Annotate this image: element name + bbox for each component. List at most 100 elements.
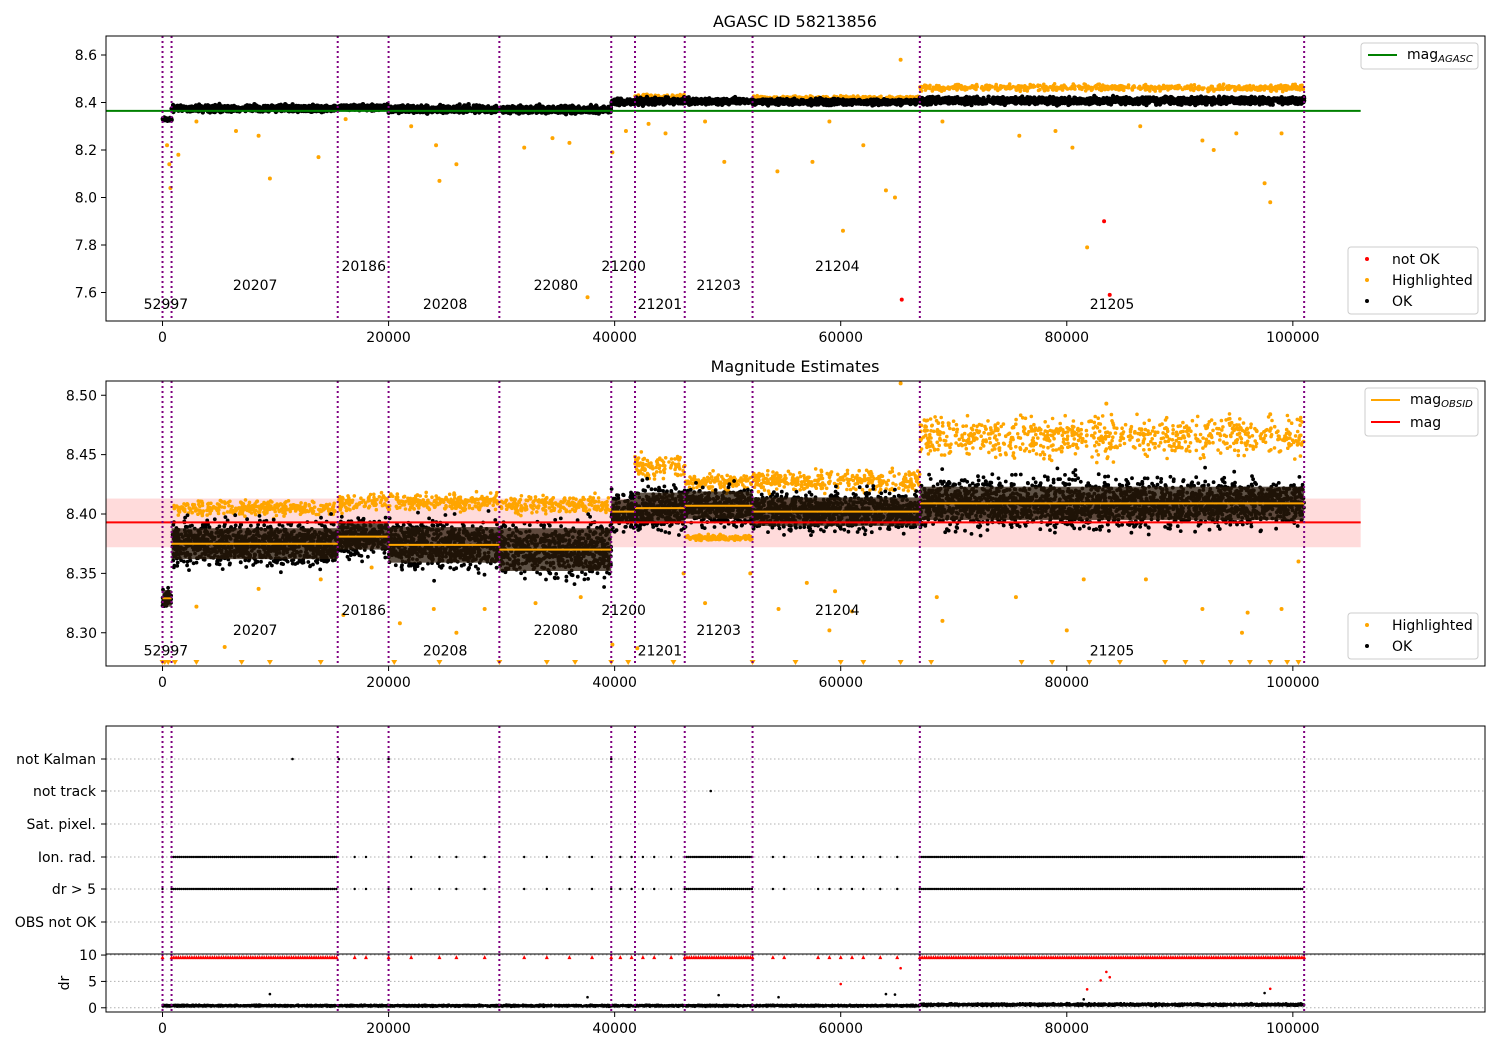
highlighted-point [1082,82,1086,86]
highlighted-point [994,82,998,87]
highlighted-point [983,87,988,91]
highlighted-point [1291,84,1295,89]
ok-point [688,98,693,104]
ok-point [269,103,274,108]
ok-point [650,98,655,103]
highlighted-point [1056,86,1061,91]
ok-point [848,101,853,106]
ok-point [438,102,443,108]
highlighted-point [1098,85,1102,90]
ok-point [740,98,746,103]
highlighted-point [1102,86,1106,91]
ok-point [220,105,226,110]
highlighted-point [1049,85,1053,90]
ok-point [642,99,647,104]
highlighted-point [967,85,972,90]
highlighted-point [1080,85,1085,90]
highlighted-point [1217,86,1222,91]
highlighted-point [1245,88,1249,92]
highlighted-point [1132,84,1136,89]
highlighted-point [965,87,969,91]
highlighted-point [1087,85,1091,90]
ok-point [726,98,731,104]
highlighted-point [1173,86,1177,91]
highlighted-point [1285,84,1290,88]
panel-1-data: 5299720207201862020822080212002120121203… [106,36,1361,321]
ok-point [877,100,883,105]
ok-point [719,102,725,108]
ok-point [286,106,291,111]
ok-point [348,105,353,111]
highlighted-point [1179,85,1183,90]
highlighted-point [946,85,950,89]
highlighted-point [942,88,946,92]
highlighted-point [1176,85,1180,89]
highlighted-point [1138,87,1143,91]
ok-point [448,105,453,111]
ok-point [409,104,415,110]
highlighted-point [1206,86,1211,90]
highlighted-point [1206,89,1210,94]
highlighted-point [1192,83,1197,87]
ok-point [301,103,306,109]
highlighted-point [1224,85,1229,90]
highlighted-point [1261,85,1266,90]
highlighted-point [932,86,936,91]
ok-point [283,102,288,107]
highlighted-point [1194,86,1199,91]
highlighted-point [987,86,992,91]
highlighted-point [1121,86,1126,91]
ok-point [895,99,901,105]
highlighted-point [1042,88,1047,93]
highlighted-point [1110,84,1115,88]
highlighted-point [1239,86,1244,90]
highlighted-point [1272,87,1277,92]
highlighted-point [1145,85,1150,89]
highlighted-point [1188,86,1193,91]
highlighted-point [1296,87,1300,92]
ok-point [262,104,267,110]
highlighted-point [1042,82,1046,87]
highlighted-point [1044,84,1048,89]
highlighted-point [1126,83,1131,87]
highlighted-point [1209,84,1214,89]
ok-point [884,98,889,103]
ok-point [392,104,397,110]
highlighted-point [921,85,925,90]
highlighted-point [1217,83,1222,87]
highlighted-point [1016,84,1021,88]
ok-point [316,103,321,109]
ok-point [169,117,174,123]
ok-point [323,105,328,111]
ok-point [795,100,800,106]
highlighted-point [1064,86,1068,90]
highlighted-point [1276,84,1280,88]
highlighted-point [998,87,1002,91]
panel-1-title: AGASC ID 58213856 [713,12,877,31]
ok-point [523,104,529,110]
ok-point [254,103,259,109]
ok-point [293,105,299,110]
highlighted-point [1147,88,1152,92]
highlighted-point [1078,86,1082,91]
ok-point [760,101,765,107]
ok-point [216,105,221,110]
highlighted-point [1036,88,1041,93]
highlighted-point [1149,84,1153,89]
ok-point [462,103,467,108]
highlighted-point [1221,82,1226,86]
highlighted-point [1090,87,1094,91]
ok-point [771,100,776,105]
ok-point [776,99,781,104]
ok-point [699,99,704,105]
ok-point [842,101,848,106]
ok-point [907,99,912,105]
highlighted-point [1009,86,1014,90]
ok-point [600,104,606,110]
highlighted-point [1161,83,1166,88]
ok-point [852,99,857,104]
highlighted-point [1024,87,1029,91]
ok-point [869,98,874,104]
highlighted-point [1040,85,1045,89]
